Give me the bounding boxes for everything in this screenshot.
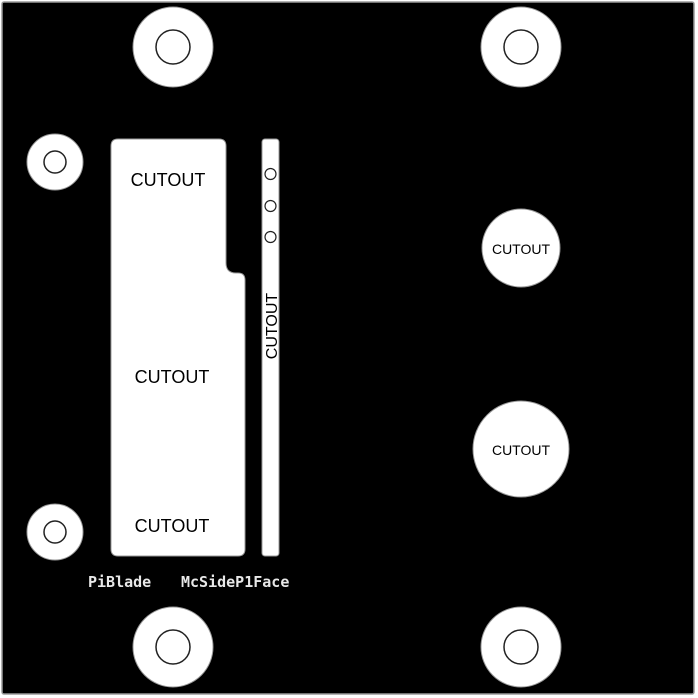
silkscreen-left-label: PiBlade xyxy=(88,573,151,591)
narrow-slot-cutout xyxy=(261,138,280,557)
slot-via-hole-3 xyxy=(264,230,277,244)
round-cutout-upper xyxy=(481,208,561,288)
round-cutout-lower-label: CUTOUT xyxy=(492,442,551,458)
round-cutout-lower xyxy=(472,400,570,498)
mounting-hole-top-right xyxy=(480,6,562,88)
slot-via-hole-2 xyxy=(264,199,277,213)
narrow-slot-label: CUTOUT xyxy=(264,293,281,360)
silkscreen-right-label: McSideP1Face xyxy=(181,573,289,591)
round-cutout-upper-label: CUTOUT xyxy=(492,241,551,257)
mounting-hole-small-lower xyxy=(26,503,84,561)
mounting-hole-bottom-right xyxy=(480,606,562,688)
slot-cutout-middle-label: CUTOUT xyxy=(135,367,210,387)
mounting-hole-bottom-left xyxy=(132,606,214,688)
mounting-hole-small-upper xyxy=(26,133,84,191)
slot-cutout-bottom-label: CUTOUT xyxy=(135,516,210,536)
slot-cutout-large xyxy=(110,138,246,557)
mounting-hole-top-left xyxy=(132,6,214,88)
slot-cutout-top-label: CUTOUT xyxy=(131,170,206,190)
slot-via-hole-1 xyxy=(264,167,277,181)
